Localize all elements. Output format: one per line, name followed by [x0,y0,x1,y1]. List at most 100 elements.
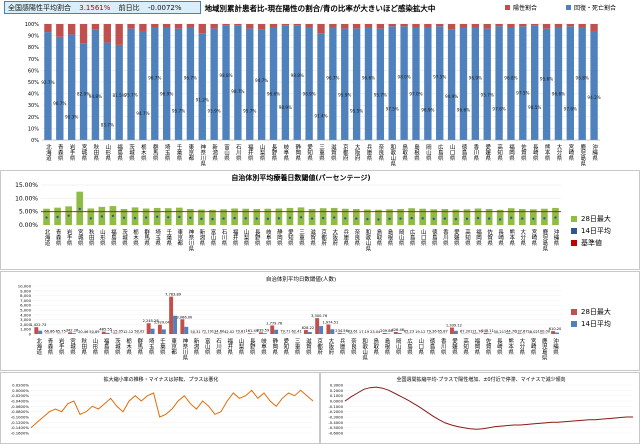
blue-data-label: 97.5% [433,74,446,79]
bar-recovered [257,29,266,140]
y-tick-label: 0.1000 [330,393,344,398]
bar-14day-avg [161,329,166,334]
category-label: 福井県 [247,143,254,162]
category-label: 福井県 [226,337,233,356]
blue-data-label: 97.6% [564,106,577,111]
point-14day-avg [178,215,181,219]
series-point [92,406,93,407]
data-label: 610.20 [549,327,562,331]
data-label: 50.89 [89,330,100,334]
series-point [632,416,634,418]
y-tick-label: 3,000 [20,317,31,322]
category-label: 長崎県 [532,144,539,162]
category-label: 岡山県 [398,229,405,247]
category-label: 長崎県 [497,229,504,247]
blue-data-label: 95.7% [374,93,387,98]
bar-28day-max [157,324,162,334]
legend-label: 基準値 [581,238,602,247]
bar-recovered [162,27,171,141]
category-label: 岩手県 [66,228,73,247]
data-label: 23.04 [370,330,381,334]
point-14day-avg [454,217,458,221]
series-point [532,423,534,425]
data-label: 134.60 [212,329,225,333]
y-tick-label: 8,000 [20,293,31,298]
series-point [79,414,81,415]
category-label: 石川県 [221,229,228,247]
y-tick-label: 2,000 [20,322,31,327]
point-14day-avg [366,217,369,221]
bar-28day-max [101,331,106,334]
category-label: 徳島県 [460,143,467,162]
bar-recovered [293,25,301,140]
bar-positive [388,24,396,27]
bar-28day-max [474,208,482,225]
legend-swatch [571,309,577,315]
category-label: 岡山県 [395,338,402,356]
blue-data-label: 94.7% [255,78,268,83]
series-point [134,395,136,396]
bar-positive [79,24,88,44]
bar-positive [364,24,373,28]
point-14day-avg [244,217,247,220]
category-label: 神奈川県 [199,143,206,168]
data-label: 234.56 [335,329,348,333]
category-label: 群馬県 [152,143,159,162]
bar-recovered [483,28,491,140]
series-point [426,411,427,412]
bar-28day-max [169,296,174,334]
bar-positive [139,24,147,31]
data-label: 42.02 [224,330,234,334]
category-label: 静岡県 [276,228,283,247]
category-label: 香川県 [442,228,449,247]
point-14day-avg [344,217,347,220]
series-point [582,419,584,421]
series-point [36,422,38,423]
bar-positive [341,24,349,29]
category-label: 福島県 [103,337,110,356]
series-point [444,422,446,424]
category-label: 福岡県 [508,143,515,162]
bar-recovered [139,30,147,140]
bar-positive [376,24,385,29]
blue-data-label: 95.9% [338,93,351,98]
bar-28day-max [551,331,556,334]
bar-recovered [246,28,254,140]
category-label: 高知県 [464,228,471,247]
chart-title: 自治体別平均日数閾値(人数) [266,275,336,283]
category-label: 福岡県 [475,228,482,247]
series-point [620,417,621,418]
series-point [214,414,216,415]
avg-threshold-svg: 自治体別平均療養日数閾値(パーセンテージ) 0.00% 5.00% 10.00% 15.… [15,173,611,252]
data-label: 144.70 [504,329,517,333]
data-label: 65.75 [56,330,66,334]
category-label: 奈良県 [350,337,357,356]
y-tick-label: 0.00% [19,222,38,229]
category-label: 富山県 [209,228,216,247]
bar-recovered [412,27,420,141]
category-label: 青森県 [47,337,54,356]
category-label: 北海道 [44,228,51,247]
bar-28day-max [214,333,219,334]
blue-data-label: 90.3% [65,114,78,119]
point-14day-avg [532,217,535,221]
y-tick-label: -0.1600% [11,431,30,436]
bar-28day-max [242,208,249,225]
series-point [128,400,130,402]
bar-positive [162,24,171,28]
bar-positive [234,24,242,26]
blue-data-label: 95.7% [481,93,494,98]
bar-recovered [459,27,468,141]
bar-positive [198,24,206,34]
category-label: 滋賀県 [330,143,337,162]
y-tick-label: -0.1000 [328,404,343,409]
series-point [607,418,609,419]
data-label: 79.71 [280,330,290,334]
bar-28day-max [87,208,95,225]
bar-14day-avg [38,330,43,334]
data-label: 828.22 [302,326,315,330]
point-14day-avg [498,218,502,221]
legend-label: 14日平均 [581,319,611,328]
bar-recovered [495,26,503,140]
bar-recovered [305,27,313,141]
